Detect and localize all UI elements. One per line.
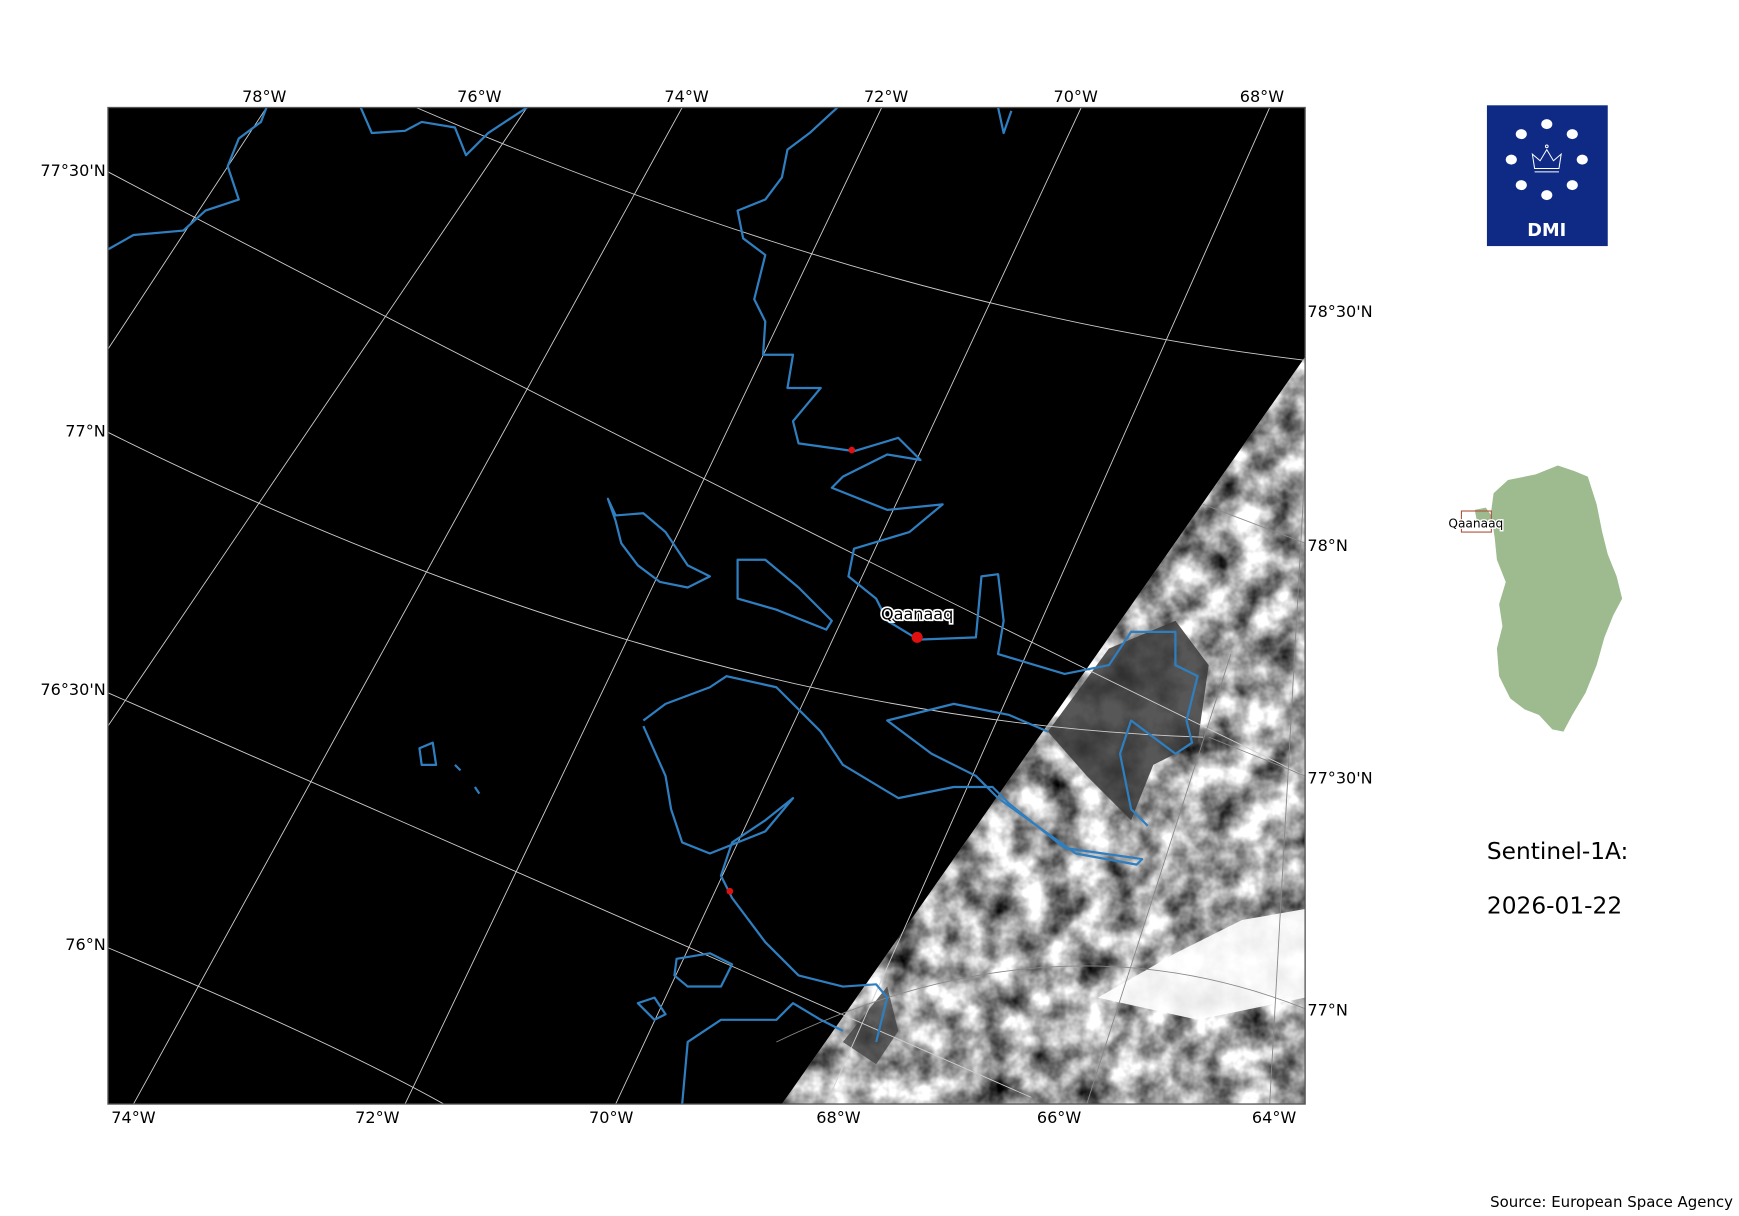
- right-latitude-labels: 78°30'N 78°N 77°30'N 77°N: [1307, 302, 1372, 1019]
- tick-label: 77°30'N: [40, 161, 105, 180]
- crown-icon: [1531, 144, 1562, 173]
- tick-label: 66°W: [1037, 1108, 1081, 1127]
- left-latitude-labels: 77°30'N 77°N 76°30'N 76°N: [40, 161, 105, 954]
- tick-label: 77°N: [1307, 1000, 1348, 1019]
- tick-label: 76°W: [457, 87, 501, 106]
- acquisition-date: 2026-01-22: [1487, 892, 1622, 919]
- source-credit: Source: European Space Agency: [1490, 1193, 1733, 1211]
- tick-label: 68°W: [816, 1108, 860, 1127]
- bottom-longitude-labels: 74°W 72°W 70°W 68°W 66°W 64°W: [111, 1108, 1296, 1127]
- qaanaaq-marker[interactable]: [911, 631, 923, 643]
- greenland-shape: [1474, 465, 1623, 732]
- tick-label: 78°30'N: [1307, 302, 1372, 321]
- swath-graticule: [776, 465, 1306, 1105]
- map-panel[interactable]: Qaanaaq: [107, 107, 1308, 1109]
- tick-label: 74°W: [664, 87, 708, 106]
- top-longitude-labels: 78°W 76°W 74°W 72°W 70°W 68°W: [242, 87, 1284, 106]
- greenland-inset-map: Qaanaaq: [1447, 465, 1623, 732]
- tick-label: 74°W: [111, 1108, 155, 1127]
- coastlines: [107, 107, 1199, 1105]
- location-marker[interactable]: [848, 446, 856, 454]
- inset-place-label: Qaanaaq: [1448, 517, 1503, 531]
- tick-label: 76°N: [65, 935, 106, 954]
- tick-label: 64°W: [1252, 1108, 1296, 1127]
- area-box: [1460, 510, 1492, 533]
- tick-label: 77°30'N: [1307, 769, 1372, 788]
- tick-label: 70°W: [589, 1108, 633, 1127]
- tick-label: 78°W: [242, 87, 286, 106]
- tick-label: 77°N: [65, 422, 106, 441]
- map-frame: [107, 106, 1306, 1105]
- location-marker[interactable]: [726, 887, 734, 895]
- tick-label: 68°W: [1240, 87, 1284, 106]
- dmi-logo: DMI: [1486, 105, 1608, 247]
- tick-label: 72°W: [864, 87, 908, 106]
- logo-text: DMI: [1527, 221, 1566, 241]
- tick-label: 76°30'N: [40, 680, 105, 699]
- tick-label: 78°N: [1307, 536, 1348, 555]
- tick-label: 70°W: [1053, 87, 1097, 106]
- qaanaaq-label: Qaanaaq: [881, 605, 953, 624]
- tick-label: 72°W: [355, 1108, 399, 1127]
- logo-dots-icon: [1505, 119, 1588, 201]
- satellite-label: Sentinel-1A:: [1487, 838, 1628, 865]
